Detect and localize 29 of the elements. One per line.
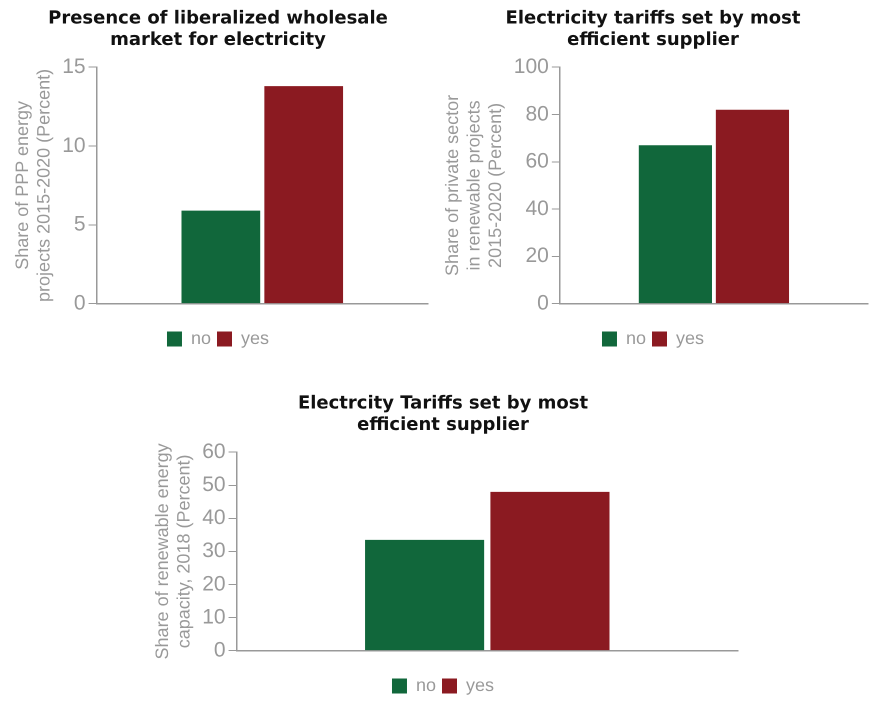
- y-tick-label: 15: [62, 54, 86, 78]
- legend-label: yes: [466, 674, 494, 695]
- y-tick-label: 40: [525, 196, 549, 220]
- y-tick-label: 10: [202, 605, 226, 628]
- y-tick-label: 80: [525, 102, 549, 126]
- y-axis-title: Share of renewable energy capacity, 2018 (Percent): [152, 443, 194, 660]
- chart-title: Presence of liberalized wholesale market for electricity: [48, 7, 388, 50]
- y-tick-label: 10: [62, 134, 86, 157]
- y-tick-label: 0: [214, 638, 226, 662]
- y-tick-label: 0: [537, 291, 549, 314]
- y-tick-label: 60: [525, 150, 549, 173]
- y-axis-title: Share of PPP energy projects 2015-2020 (Percent): [12, 68, 54, 302]
- legend-label: no: [190, 328, 212, 348]
- legend-label: no: [626, 328, 646, 348]
- y-axis-title: Share of private sector in renewable projects 2015-2020 (Percent): [442, 94, 505, 276]
- y-tick-label: 50: [202, 473, 226, 496]
- chart-title: Electrcity Tariffs set by most efficient supplier: [298, 392, 588, 436]
- y-tick-label: 100: [514, 54, 549, 78]
- y-tick-label: 60: [202, 440, 226, 463]
- y-tick-label: 20: [202, 572, 226, 596]
- legend-label: no: [416, 674, 436, 695]
- y-tick-label: 0: [74, 291, 86, 314]
- legend-label: yes: [676, 328, 704, 348]
- y-tick-label: 30: [202, 539, 226, 562]
- legend-label: yes: [241, 328, 270, 348]
- chart-title: Electricity tariffs set by most efficient supplier: [506, 7, 801, 50]
- y-tick-label: 40: [202, 506, 226, 530]
- y-tick-label: 5: [74, 212, 86, 236]
- y-tick-label: 20: [525, 244, 549, 268]
